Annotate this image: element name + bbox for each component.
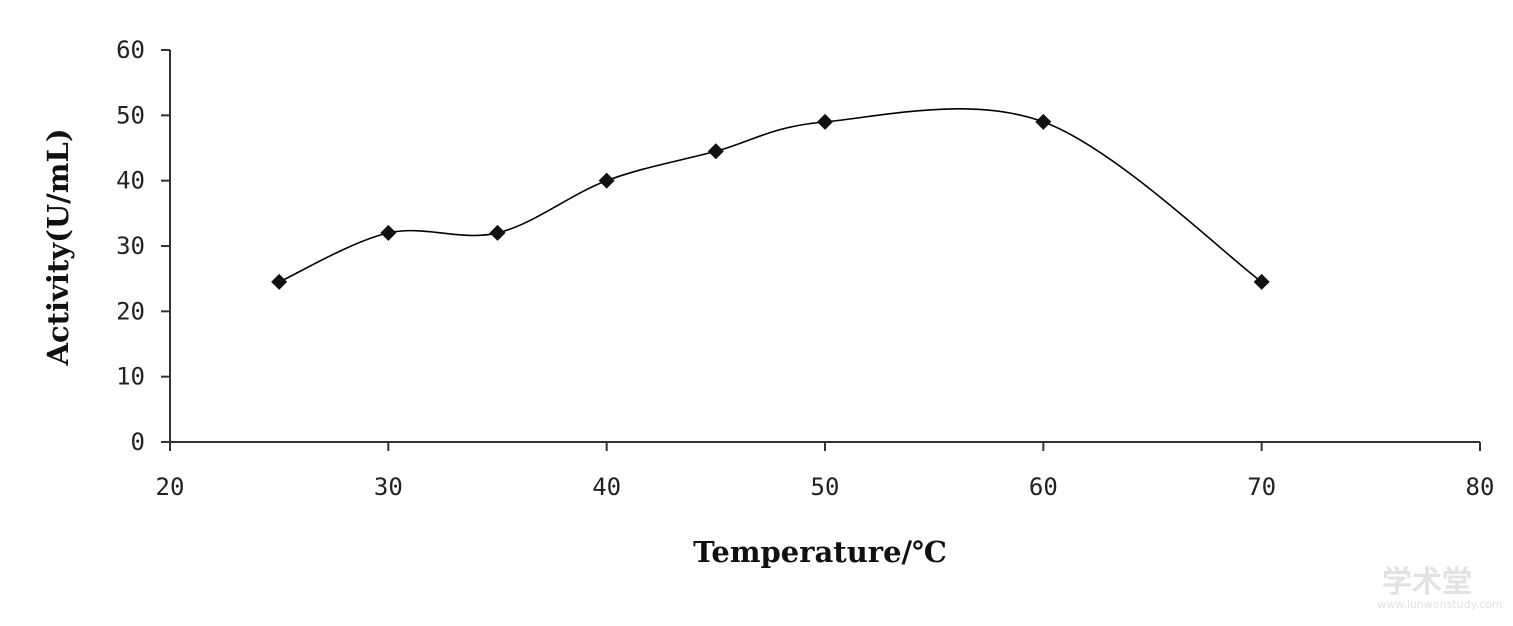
watermark-text: 学术堂	[1382, 565, 1472, 600]
data-point-marker	[707, 143, 724, 160]
x-tick-label: 20	[156, 473, 185, 501]
y-tick-label: 20	[116, 297, 145, 325]
x-tick-labels: 20 30 40 50 60 70 80	[156, 473, 1495, 501]
y-tick-marks	[161, 49, 170, 443]
x-tick-label: 80	[1466, 473, 1495, 501]
x-tick-marks	[169, 442, 1481, 451]
y-tick-label: 0	[131, 428, 145, 456]
x-tick-label: 50	[811, 473, 840, 501]
x-axis-title: Temperature/℃	[693, 535, 947, 569]
y-tick-label: 10	[116, 363, 145, 391]
x-tick-label: 30	[374, 473, 403, 501]
data-point-marker	[598, 172, 615, 189]
y-tick-label: 60	[116, 36, 145, 64]
x-tick-label: 70	[1247, 473, 1276, 501]
data-point-marker	[271, 273, 288, 290]
series-group	[271, 108, 1270, 290]
y-tick-label: 50	[116, 101, 145, 129]
x-tick-label: 40	[592, 473, 621, 501]
data-point-marker	[1253, 273, 1270, 290]
axes	[169, 50, 1480, 443]
y-tick-label: 40	[116, 167, 145, 195]
y-tick-labels: 0 10 20 30 40 50 60	[116, 36, 145, 456]
data-point-marker	[817, 113, 833, 130]
y-tick-label: 30	[116, 232, 145, 260]
x-tick-label: 60	[1029, 473, 1058, 501]
data-point-marker	[380, 224, 397, 241]
data-point-marker	[489, 224, 506, 241]
data-point-marker	[1035, 113, 1052, 130]
y-axis-title: Activity(U/mL)	[41, 128, 75, 366]
series-line	[278, 108, 1263, 283]
watermark-url: www.lunwenstudy.com	[1377, 598, 1502, 611]
